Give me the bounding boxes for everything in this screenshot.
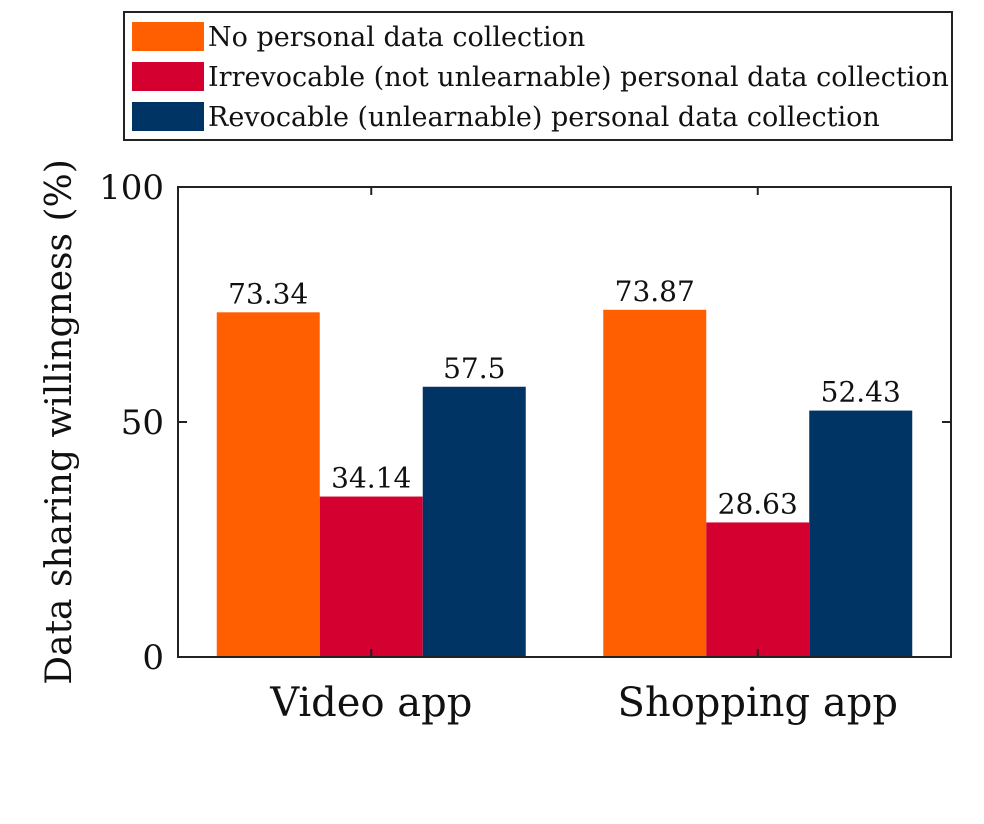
data-label: 73.34 <box>228 277 308 310</box>
bar <box>319 496 423 657</box>
bar <box>603 309 707 657</box>
y-tick-label: 100 <box>99 168 164 208</box>
legend-swatch-irrevocable <box>132 62 204 91</box>
data-label: 34.14 <box>331 462 411 495</box>
legend-entry: Revocable (unlearnable) personal data co… <box>132 102 880 133</box>
data-label: 28.63 <box>718 487 798 520</box>
data-label: 73.87 <box>615 275 695 308</box>
legend-label-irrevocable: Irrevocable (not unlearnable) personal d… <box>208 62 949 93</box>
data-label: 52.43 <box>821 376 901 409</box>
legend-entry: No personal data collection <box>132 22 585 53</box>
legend-swatch-revocable <box>132 102 204 131</box>
axes: Video app Shopping app 0 50 100 <box>99 168 952 726</box>
bar <box>706 522 810 657</box>
bars <box>216 309 913 657</box>
y-tick-label: 0 <box>142 638 164 678</box>
legend-label-revocable: Revocable (unlearnable) personal data co… <box>208 102 880 133</box>
legend-entry: Irrevocable (not unlearnable) personal d… <box>132 62 949 93</box>
data-labels: 73.34 34.14 57.5 73.87 28.63 52.43 <box>228 275 901 521</box>
legend: No personal data collection Irrevocable … <box>123 11 953 141</box>
legend-swatch-no-collection <box>132 22 204 51</box>
legend-label-no-collection: No personal data collection <box>208 22 585 53</box>
x-tick-label: Shopping app <box>618 680 898 726</box>
bar <box>422 386 526 657</box>
y-tick-label: 50 <box>121 403 164 443</box>
y-axis-label: Data sharing willingness (%) <box>39 159 80 685</box>
x-tick-label: Video app <box>269 680 472 726</box>
legend-box <box>123 11 953 141</box>
bar <box>216 312 320 657</box>
bar <box>809 410 913 657</box>
data-label: 57.5 <box>443 352 505 385</box>
